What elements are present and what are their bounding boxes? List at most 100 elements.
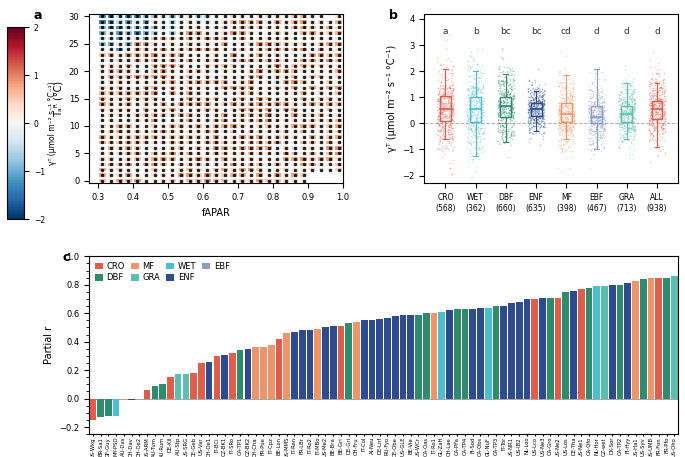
Point: [564, 108, 575, 116]
Point: [593, 128, 604, 135]
Point: [437, 114, 448, 122]
Point: [562, 122, 573, 129]
Point: [448, 101, 459, 108]
Point: [477, 119, 488, 127]
Point: [436, 109, 447, 117]
Point: [436, 124, 447, 131]
Point: [472, 117, 483, 124]
Point: [504, 105, 515, 112]
Point: [652, 89, 663, 96]
Point: [558, 140, 569, 148]
Point: [621, 104, 632, 112]
Point: [492, 138, 503, 145]
Point: [598, 99, 609, 106]
Point: [472, 84, 483, 91]
Point: [493, 84, 504, 91]
Point: [509, 92, 520, 100]
Point: [433, 95, 444, 102]
Point: [501, 79, 512, 86]
Point: [438, 95, 449, 102]
Point: [656, 83, 667, 90]
Bar: [97, 399, 104, 417]
Point: [654, 97, 665, 104]
Point: [444, 93, 455, 101]
Point: [560, 95, 571, 102]
Point: [646, 109, 657, 117]
Point: [463, 149, 474, 156]
Point: [499, 101, 510, 108]
Point: [555, 107, 566, 114]
Point: [444, 138, 455, 145]
Point: [624, 107, 635, 114]
Point: [477, 145, 488, 153]
Point: [525, 118, 536, 126]
Point: [506, 131, 516, 138]
Point: [655, 113, 666, 120]
Point: [439, 136, 450, 143]
Point: [645, 94, 656, 101]
Point: [657, 122, 668, 129]
Point: [446, 110, 457, 117]
Point: [623, 111, 634, 118]
Point: [462, 97, 473, 104]
Point: [658, 106, 669, 113]
Point: [623, 92, 634, 100]
Point: [475, 121, 486, 128]
Point: [529, 105, 540, 112]
Point: [624, 105, 635, 112]
Point: [562, 102, 573, 109]
Point: [590, 116, 601, 123]
Point: [597, 121, 608, 128]
Point: [623, 93, 634, 100]
Point: [645, 119, 656, 127]
Point: [628, 125, 639, 132]
Point: [537, 106, 548, 113]
Point: [447, 90, 458, 97]
Point: [565, 127, 576, 134]
Point: [525, 90, 536, 98]
Point: [471, 133, 482, 140]
Point: [646, 130, 657, 138]
Point: [438, 122, 449, 130]
Point: [616, 123, 627, 131]
Point: [623, 128, 634, 135]
Point: [553, 99, 564, 106]
Point: [527, 81, 538, 89]
Point: [536, 101, 547, 109]
Point: [467, 130, 478, 138]
Point: [432, 125, 443, 133]
Point: [657, 101, 668, 108]
Point: [525, 81, 536, 89]
Point: [532, 96, 543, 103]
Point: [584, 117, 595, 124]
Point: [593, 122, 603, 130]
Point: [587, 87, 598, 94]
Point: [447, 170, 458, 177]
Point: [502, 72, 513, 79]
Point: [617, 99, 628, 106]
Point: [599, 115, 610, 122]
Point: [594, 120, 605, 127]
Point: [656, 104, 667, 112]
Point: [465, 112, 476, 120]
Point: [532, 113, 543, 120]
Point: [537, 93, 548, 100]
Point: [499, 98, 510, 106]
Point: [597, 114, 608, 122]
Point: [444, 121, 455, 128]
Point: [618, 100, 629, 107]
Point: [623, 120, 634, 128]
Point: [627, 109, 638, 116]
Point: [555, 108, 566, 116]
Point: [584, 68, 595, 75]
Point: [441, 143, 452, 150]
Point: [538, 101, 549, 108]
Point: [536, 99, 547, 106]
Point: [649, 92, 660, 99]
Point: [446, 105, 457, 112]
Point: [655, 147, 666, 154]
Point: [443, 98, 454, 106]
Point: [655, 122, 666, 130]
Point: [525, 94, 536, 101]
Point: [465, 93, 476, 100]
